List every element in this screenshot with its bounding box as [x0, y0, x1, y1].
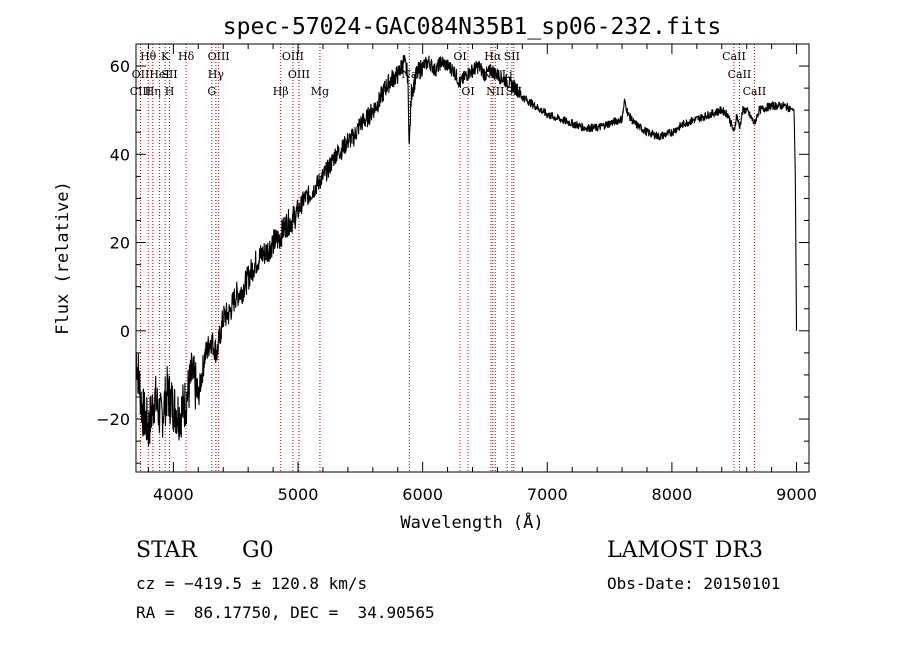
obs-date-text: Obs-Date: 20150101: [607, 574, 781, 593]
y-tick-label: 40: [110, 145, 130, 164]
y-tick-label: 0: [120, 322, 130, 341]
survey-label: LAMOST DR3: [607, 538, 763, 563]
x-tick-label: 8000: [652, 485, 693, 504]
spectral-line-label: CaII: [722, 50, 746, 63]
radec-text: RA = 86.17750, DEC = 34.90565: [136, 603, 435, 622]
spectral-line-label: SII: [161, 68, 177, 81]
spectral-line-label: Hη: [145, 85, 161, 98]
spectral-line-label: OIII: [282, 50, 304, 63]
y-tick-label: 20: [110, 234, 130, 253]
spectral-line-label: Li: [502, 68, 513, 81]
spectral-line-label: Hγ: [208, 68, 225, 81]
x-tick-label: 9000: [776, 485, 817, 504]
x-tick-label: 6000: [402, 485, 443, 504]
spectral-line-label: OIII: [288, 68, 310, 81]
spectral-line-label: OI: [461, 85, 474, 98]
spectrum-trace: [135, 54, 798, 447]
x-tick-label: 7000: [527, 485, 568, 504]
spectral-line-label: K: [161, 50, 170, 63]
spectral-line-label: SII: [504, 50, 520, 63]
x-tick-label: 5000: [278, 485, 319, 504]
y-axis-label: Flux (relative): [53, 181, 73, 335]
x-axis-label: Wavelength (Å): [400, 511, 543, 533]
plot-frame: [135, 43, 810, 473]
spectral-line-label: OII: [132, 68, 150, 81]
redshift-text: cz = −419.5 ± 120.8 km/s: [136, 574, 368, 593]
spectral-line-label: OIII: [208, 50, 230, 63]
spectral-line-label: Mg: [311, 85, 329, 98]
spectral-line-label: Hθ: [140, 50, 157, 63]
y-tick-label: 60: [110, 57, 130, 76]
y-tick-label: −20: [96, 410, 130, 429]
subclass-label: G0: [242, 538, 274, 563]
spectral-line-label: Hβ: [273, 85, 289, 98]
spectral-line-label: NII: [486, 85, 504, 98]
spectral-line-label: H: [165, 85, 175, 98]
spectral-line-label: CaII: [743, 85, 767, 98]
spectral-line-label: Na: [401, 68, 418, 81]
chart-title: spec-57024-GAC084N35B1_sp06-232.fits: [223, 14, 722, 40]
x-tick-label: 4000: [153, 485, 194, 504]
spectral-line-label: Hδ: [178, 50, 195, 63]
spectral-line-label: OI: [453, 50, 466, 63]
spectral-line-label: CIII: [130, 85, 151, 98]
spectral-line-label: Hα: [484, 50, 502, 63]
class-label: STAR: [136, 538, 197, 563]
spectral-line-label: G: [207, 85, 216, 98]
spectral-line-label: CaII: [728, 68, 752, 81]
